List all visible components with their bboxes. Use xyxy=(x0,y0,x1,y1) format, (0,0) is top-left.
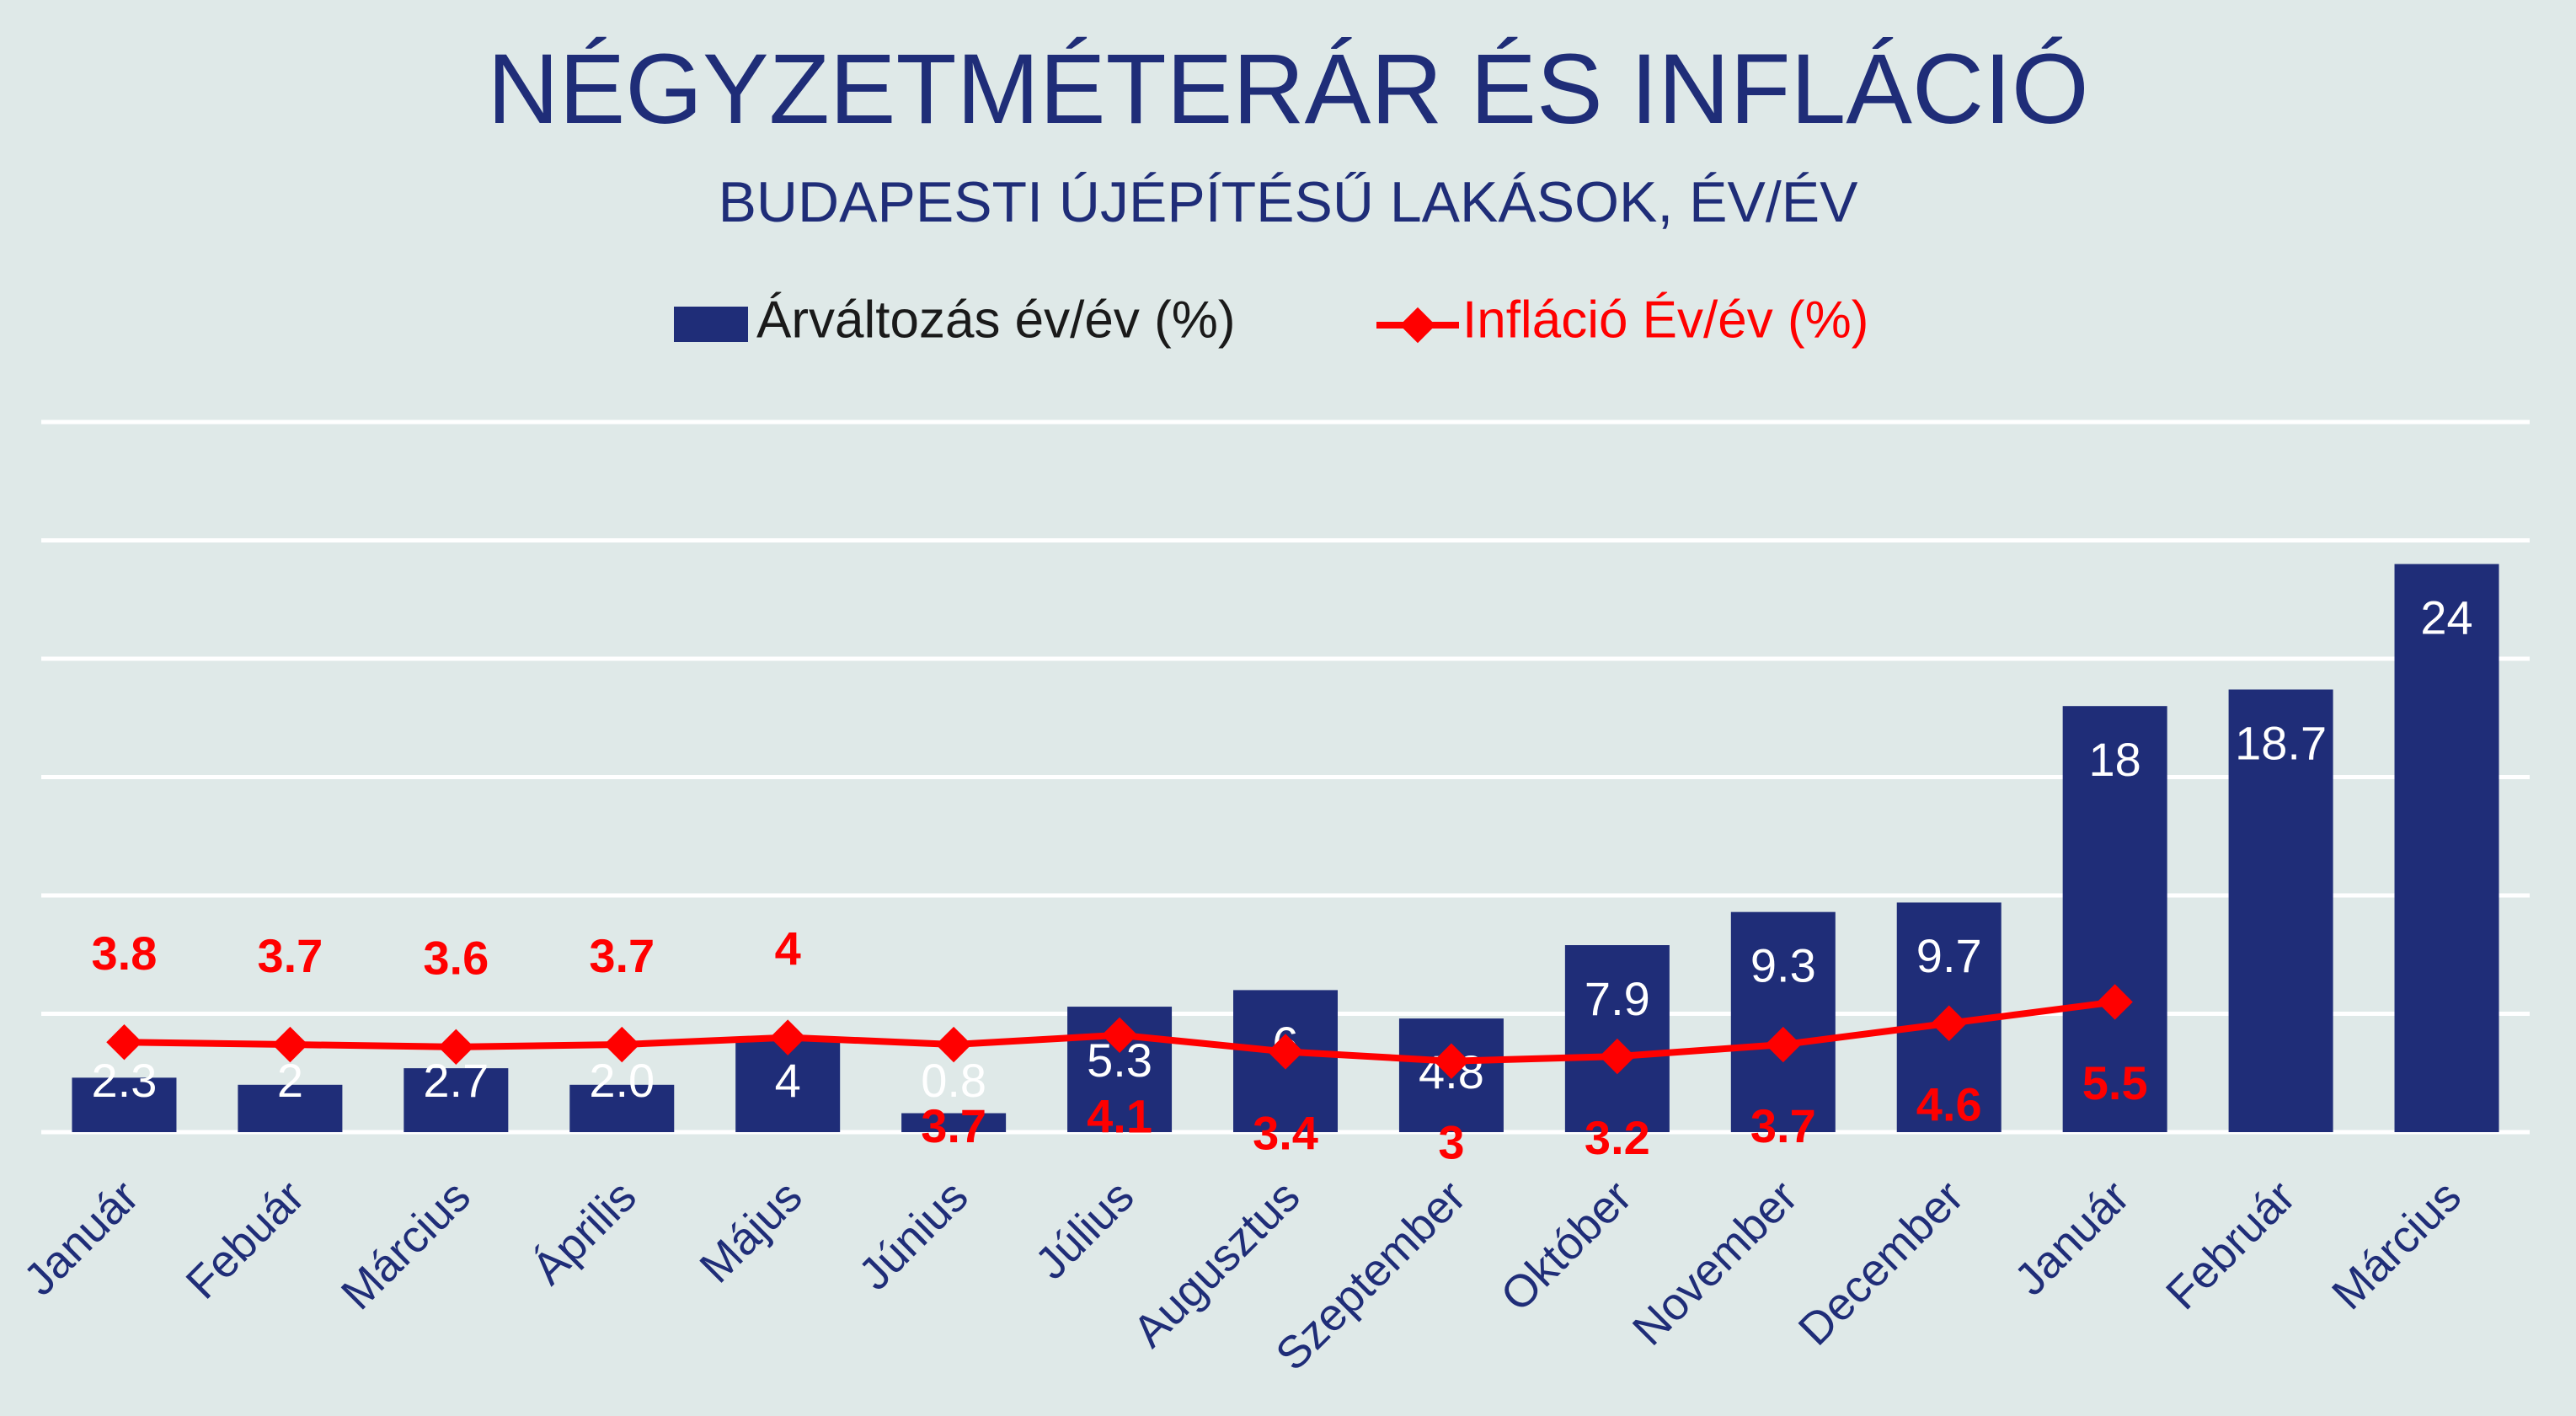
bar xyxy=(2228,689,2333,1132)
line-marker xyxy=(1599,1038,1636,1075)
legend-marker xyxy=(1399,307,1436,344)
data-label: 4.6 xyxy=(1916,1078,1982,1131)
data-label: 3.4 xyxy=(1253,1106,1318,1159)
bar xyxy=(238,1084,343,1132)
line-marker xyxy=(2097,984,2133,1020)
data-label: 3.2 xyxy=(1585,1111,1650,1164)
data-label: 3 xyxy=(1438,1115,1464,1168)
line-marker xyxy=(438,1029,474,1066)
line-marker xyxy=(272,1026,308,1063)
bar xyxy=(901,1113,1007,1132)
data-label: 9.7 xyxy=(1916,929,1982,982)
chart-subtitle: BUDAPESTI ÚJÉPÍTÉSŰ LAKÁSOK, ÉV/ÉV xyxy=(719,170,1859,234)
bar xyxy=(72,1077,177,1132)
chart-title: NÉGYZETMÉTERÁR ÉS INFLÁCIÓ xyxy=(487,34,2088,145)
data-label: 2 xyxy=(277,1054,303,1107)
line-marker xyxy=(1101,1017,1138,1054)
line-marker xyxy=(1433,1043,1470,1079)
data-label: 4.1 xyxy=(1087,1090,1152,1143)
data-label: 3.7 xyxy=(257,929,323,982)
line-marker xyxy=(1931,1005,1967,1041)
data-label: 3.7 xyxy=(921,1099,986,1152)
data-label: 3.6 xyxy=(423,932,489,985)
bar xyxy=(2062,706,2167,1132)
legend-label: Árváltozás év/év (%) xyxy=(756,291,1236,349)
line-marker xyxy=(1267,1034,1304,1070)
data-label: 4 xyxy=(775,922,801,975)
data-label: 2.0 xyxy=(589,1054,655,1107)
data-label: 3.7 xyxy=(589,929,655,982)
legend-label: Infláció Év/év (%) xyxy=(1462,291,1868,349)
data-label: 3.8 xyxy=(92,927,158,980)
data-label: 5.5 xyxy=(2082,1056,2148,1109)
legend: Árváltozás év/év (%) Infláció Év/év (%) xyxy=(674,291,1868,349)
line-marker xyxy=(769,1019,806,1055)
data-label: 2.3 xyxy=(92,1054,158,1107)
bar xyxy=(569,1084,675,1132)
legend-swatch xyxy=(674,307,748,342)
data-label: 24 xyxy=(2420,590,2472,644)
data-label: 4 xyxy=(775,1054,801,1107)
bar xyxy=(1730,911,1836,1132)
data-label: 3.7 xyxy=(1750,1099,1816,1152)
data-label: 9.3 xyxy=(1750,938,1816,991)
bar xyxy=(2394,564,2499,1132)
data-label: 18.7 xyxy=(2235,716,2327,769)
line-marker xyxy=(935,1026,972,1063)
data-label: 7.9 xyxy=(1585,972,1650,1025)
bar xyxy=(404,1068,509,1132)
line-marker xyxy=(106,1024,142,1061)
line-marker xyxy=(1765,1026,1802,1063)
data-label: 18 xyxy=(2089,733,2141,786)
line-marker xyxy=(604,1026,640,1063)
data-label: 0.8 xyxy=(921,1054,986,1107)
